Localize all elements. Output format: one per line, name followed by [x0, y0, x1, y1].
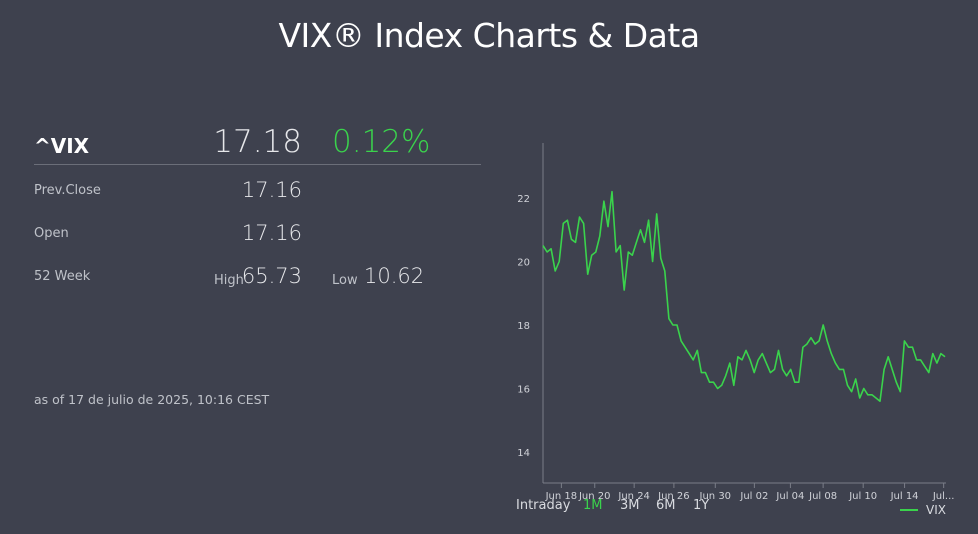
- x-tick-label: Jul 02: [739, 491, 768, 502]
- last-price: 17.18: [213, 124, 302, 160]
- range-1y[interactable]: 1Y: [693, 498, 710, 513]
- symbol: ^VIX: [34, 134, 90, 158]
- high-label: High: [214, 273, 244, 288]
- x-tick-label: Jul 08: [808, 491, 837, 502]
- high-value: 65.73: [241, 264, 302, 288]
- y-tick-label: 20: [517, 258, 530, 269]
- week52-label: 52 Week: [34, 269, 91, 284]
- divider: [34, 164, 481, 165]
- x-tick-label: Jul 14: [890, 491, 919, 502]
- x-tick-label: Jun 30: [699, 491, 732, 502]
- low-value: 10.62: [364, 264, 425, 288]
- x-tick-label: Jul 10: [848, 491, 877, 502]
- x-tick-label: Jun 24: [617, 491, 650, 502]
- x-tick-label: Jun 26: [657, 491, 690, 502]
- x-tick-label: Jul...: [932, 491, 955, 502]
- y-tick-label: 14: [517, 448, 530, 459]
- range-1m[interactable]: 1M: [583, 498, 603, 513]
- open-label: Open: [34, 226, 69, 241]
- prev-close-value: 17.16: [241, 178, 302, 202]
- low-label: Low: [332, 273, 358, 288]
- y-tick-label: 18: [517, 321, 530, 332]
- prev-close-label: Prev.Close: [34, 183, 101, 198]
- x-tick-label: Jun 18: [545, 491, 578, 502]
- x-tick-label: Jul 04: [775, 491, 804, 502]
- x-tick-label: Jun 20: [578, 491, 611, 502]
- range-3m[interactable]: 3M: [620, 498, 640, 513]
- y-tick-label: 22: [517, 194, 530, 205]
- as-of-timestamp: as of 17 de julio de 2025, 10:16 CEST: [34, 392, 270, 407]
- vix-series-line: [542, 190, 946, 403]
- range-intraday[interactable]: Intraday: [516, 498, 571, 513]
- y-tick-label: 16: [517, 385, 530, 396]
- range-6m[interactable]: 6M: [656, 498, 676, 513]
- page-title: VIX® Index Charts & Data: [278, 16, 700, 55]
- change-percent: 0.12%: [332, 124, 431, 160]
- open-value: 17.16: [241, 221, 302, 245]
- legend-label: VIX: [926, 503, 946, 517]
